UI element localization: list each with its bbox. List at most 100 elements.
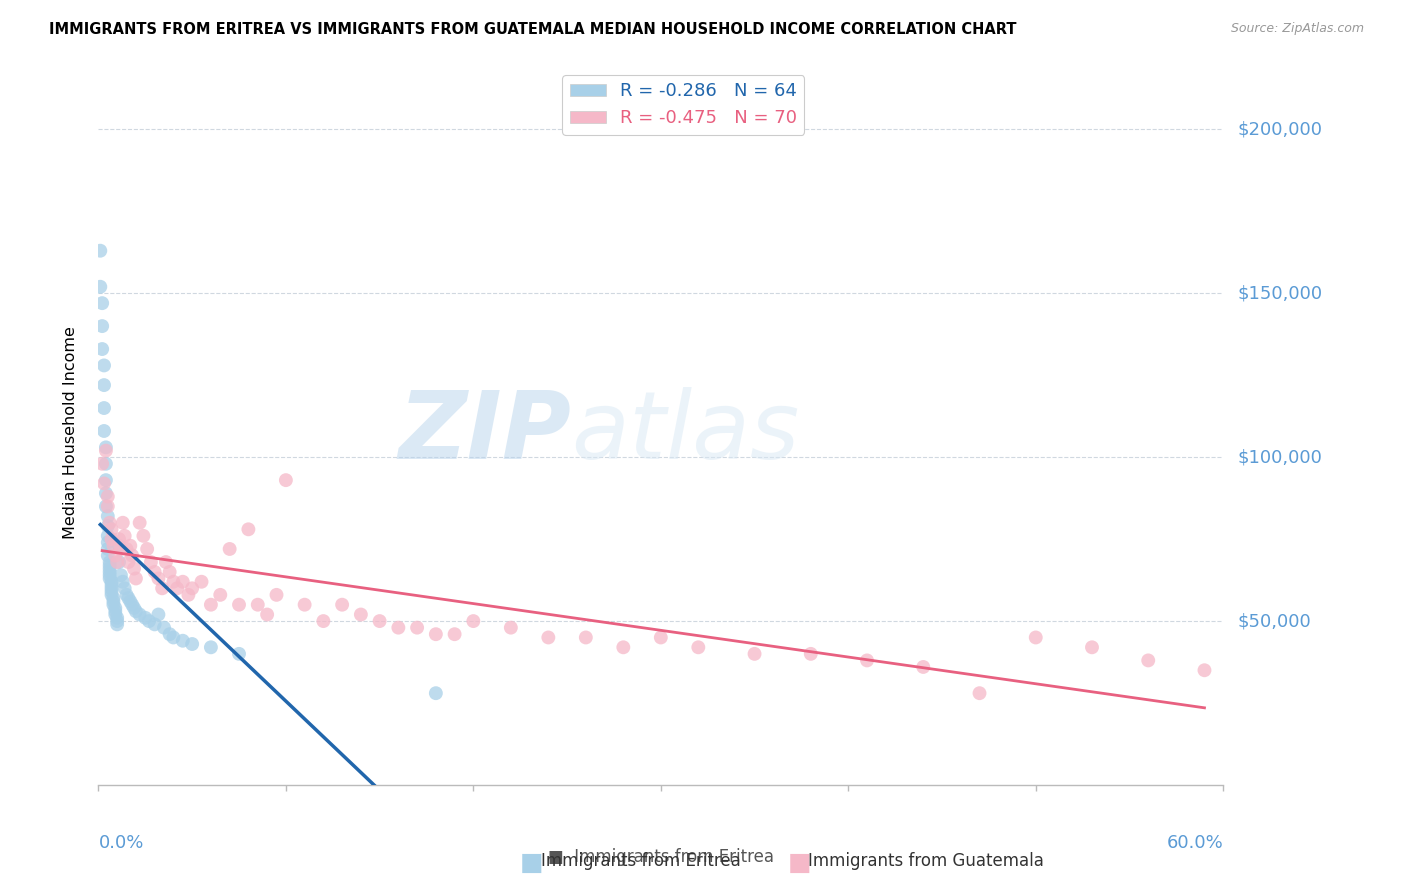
Point xyxy=(688,640,710,655)
Point xyxy=(1025,631,1047,645)
Point xyxy=(650,631,672,645)
Point xyxy=(104,549,127,563)
Point xyxy=(97,541,120,556)
Point xyxy=(91,319,114,334)
Point xyxy=(105,617,128,632)
Point xyxy=(246,598,269,612)
Point xyxy=(93,359,115,373)
Point xyxy=(425,627,447,641)
Point xyxy=(97,490,120,504)
Point xyxy=(150,582,173,596)
Y-axis label: Median Household Income: Median Household Income xyxy=(63,326,77,539)
Point xyxy=(114,582,136,596)
Point xyxy=(108,532,131,546)
Point xyxy=(89,244,111,258)
Point xyxy=(122,561,145,575)
Point xyxy=(190,574,212,589)
Point xyxy=(148,607,170,622)
Point xyxy=(181,582,204,596)
Point xyxy=(103,539,125,553)
Point xyxy=(128,516,150,530)
Point xyxy=(121,598,143,612)
Point xyxy=(134,611,156,625)
Point xyxy=(128,607,150,622)
Point xyxy=(94,443,117,458)
Point xyxy=(91,457,114,471)
Point xyxy=(98,555,121,569)
Point xyxy=(312,614,335,628)
Point xyxy=(89,279,111,293)
Point xyxy=(912,660,935,674)
Point xyxy=(443,627,465,641)
Point xyxy=(93,424,115,438)
Point xyxy=(387,621,409,635)
Point xyxy=(1081,640,1104,655)
Point xyxy=(159,627,181,641)
Point xyxy=(856,653,879,667)
Point xyxy=(91,342,114,356)
Point xyxy=(100,588,122,602)
Point xyxy=(98,572,121,586)
Point xyxy=(575,631,598,645)
Point xyxy=(1194,663,1216,677)
Point xyxy=(97,529,120,543)
Point xyxy=(93,401,115,415)
Text: ■: ■ xyxy=(787,851,811,875)
Point xyxy=(256,607,278,622)
Point xyxy=(94,486,117,500)
Point xyxy=(463,614,485,628)
Point xyxy=(800,647,823,661)
Point xyxy=(98,568,121,582)
Point xyxy=(100,532,122,546)
Point xyxy=(162,574,184,589)
Text: $200,000: $200,000 xyxy=(1237,120,1322,138)
Point xyxy=(218,541,240,556)
Point xyxy=(100,522,122,536)
Point xyxy=(537,631,560,645)
Point xyxy=(228,598,250,612)
Text: Immigrants from Eritrea: Immigrants from Eritrea xyxy=(541,852,741,870)
Point xyxy=(132,529,155,543)
Point xyxy=(266,588,288,602)
Point xyxy=(94,473,117,487)
Point xyxy=(110,568,132,582)
Point xyxy=(122,601,145,615)
Point xyxy=(121,549,143,563)
Point xyxy=(138,614,160,628)
Point xyxy=(94,457,117,471)
Point xyxy=(159,565,181,579)
Point xyxy=(103,594,125,608)
Legend: R = -0.286   N = 64, R = -0.475   N = 70: R = -0.286 N = 64, R = -0.475 N = 70 xyxy=(562,75,804,135)
Point xyxy=(139,555,162,569)
Text: Source: ZipAtlas.com: Source: ZipAtlas.com xyxy=(1230,22,1364,36)
Point xyxy=(110,541,132,556)
Point xyxy=(100,574,122,589)
Point xyxy=(120,539,142,553)
Point xyxy=(153,621,176,635)
Point xyxy=(425,686,447,700)
Point xyxy=(114,529,136,543)
Point xyxy=(97,500,120,514)
Point xyxy=(94,441,117,455)
Point xyxy=(969,686,991,700)
Text: Immigrants from Guatemala: Immigrants from Guatemala xyxy=(808,852,1045,870)
Point xyxy=(98,565,121,579)
Point xyxy=(143,565,166,579)
Text: ZIP: ZIP xyxy=(398,386,571,479)
Point xyxy=(108,555,131,569)
Text: 0.0%: 0.0% xyxy=(98,834,143,852)
Text: ■: ■ xyxy=(520,851,544,875)
Point xyxy=(104,604,127,618)
Point xyxy=(98,516,121,530)
Point xyxy=(166,582,188,596)
Text: IMMIGRANTS FROM ERITREA VS IMMIGRANTS FROM GUATEMALA MEDIAN HOUSEHOLD INCOME COR: IMMIGRANTS FROM ERITREA VS IMMIGRANTS FR… xyxy=(49,22,1017,37)
Point xyxy=(155,555,177,569)
Point xyxy=(125,572,148,586)
Point xyxy=(228,647,250,661)
Point xyxy=(172,633,194,648)
Point xyxy=(93,476,115,491)
Point xyxy=(97,519,120,533)
Point xyxy=(105,555,128,569)
Point xyxy=(98,561,121,575)
Point xyxy=(744,647,766,661)
